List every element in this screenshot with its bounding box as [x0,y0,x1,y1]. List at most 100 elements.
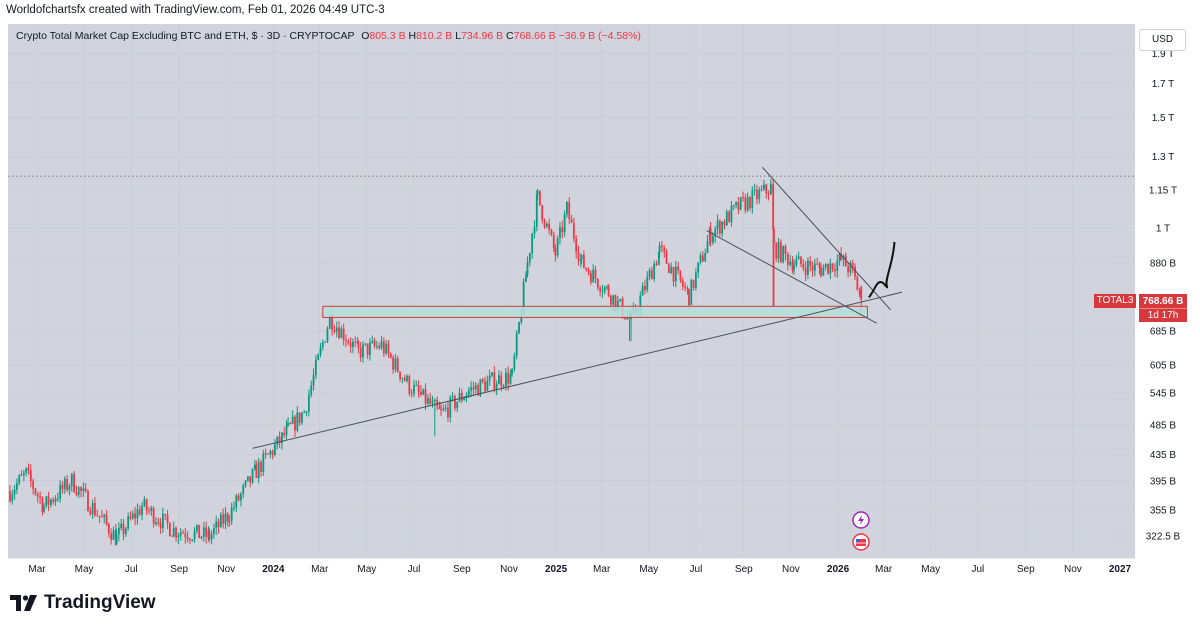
candle-body [661,245,663,248]
candle-body [177,535,180,538]
x-tick-label: Sep [735,564,753,575]
candle-body [543,219,546,227]
candle-body [378,345,381,349]
candle-body [447,407,449,418]
candle-body [653,263,656,280]
candle-body [513,355,516,369]
candle-body [287,422,289,426]
y-tick-label: 880 B [1150,258,1176,269]
candle-body [606,286,608,288]
candle-body [644,285,646,290]
candle-body [570,219,573,223]
candle-body [152,508,155,524]
candle-body [596,278,599,288]
candle-body [779,242,782,262]
candle-body [657,252,660,265]
candle-body [739,197,742,210]
candle-body [364,343,367,345]
candle-body [440,408,442,411]
candle-body [84,488,87,491]
candle-body [63,478,66,489]
y-tick-label: 1.5 T [1152,113,1175,124]
descending-trendline-upper [761,166,891,311]
candle-body [650,270,653,280]
candle-body [577,252,580,262]
price-chart[interactable]: 1.9 T 1.7 T 1.5 T 1.3 T 1.15 T 1 T 880 B 685 B 6… [8,24,1192,578]
candle-body [610,295,612,305]
candle-body [809,260,812,266]
candle-body [89,511,92,515]
candle-body [725,211,728,226]
us-flag-event-icon[interactable] [852,533,870,551]
candle-body [614,295,617,310]
candle-body [420,391,422,395]
candle-body [580,254,583,260]
candle-body [449,397,452,418]
candle-body [800,256,802,264]
x-tick-label: Nov [500,564,518,575]
candle-body [394,358,397,370]
candle-body [285,425,288,436]
tradingview-logo-icon [10,595,37,611]
candle-body [858,290,861,295]
candle-body [716,220,719,229]
candle-body [526,261,529,275]
grid-layer [8,24,1135,558]
candle-body [16,483,18,490]
candle-body [655,263,658,265]
candle-body [406,376,408,381]
candle-body [324,341,327,343]
candle-body [531,233,534,254]
candle-body [522,281,525,315]
tradingview-logo[interactable]: TradingView [10,592,156,614]
candle-body [493,372,496,390]
candle-body [515,333,518,356]
candle-body [672,266,675,282]
candle-body [134,513,137,519]
candle-body [136,509,139,519]
candle-body [467,390,470,396]
candle-body [52,499,55,502]
candle-body [73,473,75,492]
candle-body [249,476,252,483]
candle-body [463,398,466,401]
candle-body [36,493,39,497]
candle-body [212,528,215,534]
x-tick-label: 2027 [1109,564,1132,575]
legend-close-value: 768.66 B [513,30,556,42]
candle-body [124,528,127,535]
candle-body [728,211,731,223]
candle-body [504,372,507,387]
candle-body [500,375,503,387]
candle-body [444,407,447,409]
candle-body [100,516,103,518]
candle-body [251,469,254,483]
candle-body [47,496,50,505]
lightning-event-icon[interactable] [852,511,870,529]
candle-body [550,229,553,235]
legend-high-label: H [408,30,417,42]
candle-body [303,411,306,413]
candle-body [789,261,792,265]
candle-body [357,341,360,348]
candle-body [98,515,101,517]
candle-body [486,380,489,391]
candle-body [824,263,827,268]
candle-body [568,202,571,220]
currency-selector[interactable]: USD [1139,29,1186,51]
projection-path [868,241,896,298]
candle-body [732,205,735,207]
candle-body [157,522,160,524]
candle-body [744,197,747,211]
candle-body [658,245,661,253]
candle-body [362,344,364,358]
candle-body [202,527,205,537]
candle-body [255,464,258,479]
candle-body [208,530,211,540]
candle-body [554,247,557,256]
candle-body [373,340,376,346]
candle-body [70,473,73,487]
candle-body [518,322,520,334]
x-tick-label: May [357,564,376,575]
candle-body [82,488,85,491]
